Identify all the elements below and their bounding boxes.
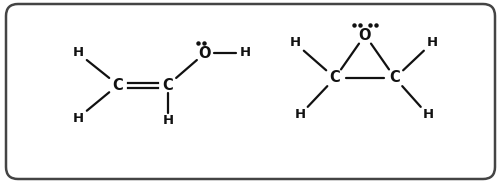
Text: O: O: [359, 27, 371, 42]
Text: H: H: [73, 111, 84, 124]
Text: C: C: [113, 77, 123, 92]
Text: C: C: [390, 70, 400, 85]
FancyBboxPatch shape: [6, 4, 495, 179]
Text: C: C: [330, 70, 340, 85]
Text: H: H: [162, 115, 173, 128]
Text: O: O: [199, 46, 211, 61]
Text: H: H: [239, 46, 250, 59]
Text: H: H: [73, 46, 84, 59]
Text: H: H: [295, 109, 306, 122]
Text: H: H: [426, 36, 437, 49]
Text: H: H: [422, 109, 433, 122]
Text: H: H: [290, 36, 301, 49]
Text: C: C: [163, 77, 173, 92]
